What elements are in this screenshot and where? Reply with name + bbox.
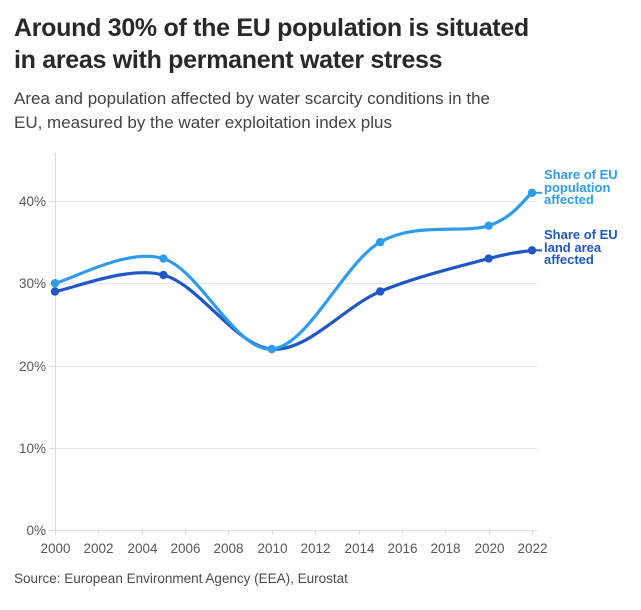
x-axis-label: 2000: [40, 541, 70, 556]
x-axis-label: 2010: [257, 541, 287, 556]
x-axis-label: 2008: [213, 541, 243, 556]
series-label-population: Share of EU population affected: [544, 167, 618, 207]
x-axis-label: 2004: [127, 541, 158, 556]
data-point[interactable]: [527, 188, 537, 197]
data-point[interactable]: [267, 344, 277, 354]
x-axis-label: 2006: [170, 541, 200, 556]
data-point[interactable]: [484, 254, 493, 263]
x-axis-label: 2014: [344, 541, 375, 556]
x-axis-label: 2020: [474, 541, 504, 556]
data-point[interactable]: [159, 270, 168, 280]
source-note: Source: European Environment Agency (EEA…: [14, 571, 348, 586]
data-point[interactable]: [159, 254, 168, 263]
x-axis-label: 2022: [517, 541, 547, 556]
data-point[interactable]: [376, 287, 385, 296]
chart-title: Around 30% of the EU population is situa…: [14, 14, 529, 74]
data-point[interactable]: [50, 287, 60, 296]
series-line: [53, 248, 534, 351]
data-point[interactable]: [484, 221, 493, 230]
data-point[interactable]: [527, 246, 537, 255]
chart-subtitle: Area and population affected by water sc…: [14, 89, 490, 132]
x-axis-label: 2012: [300, 541, 330, 556]
y-axis-label: 40%: [19, 194, 46, 209]
series-label-land-area: Share of EU land area affected: [544, 227, 618, 267]
data-point[interactable]: [50, 279, 60, 288]
x-axis-label: 2016: [387, 541, 417, 556]
y-axis-label: 10%: [19, 441, 46, 456]
x-axis-label: 2002: [83, 541, 113, 556]
series-line: [53, 191, 534, 351]
y-axis-label: 30%: [19, 276, 46, 291]
y-axis-label: 20%: [19, 359, 46, 374]
data-point[interactable]: [376, 237, 385, 247]
x-axis-label: 2018: [430, 541, 460, 556]
y-axis-label: 0%: [26, 523, 46, 538]
